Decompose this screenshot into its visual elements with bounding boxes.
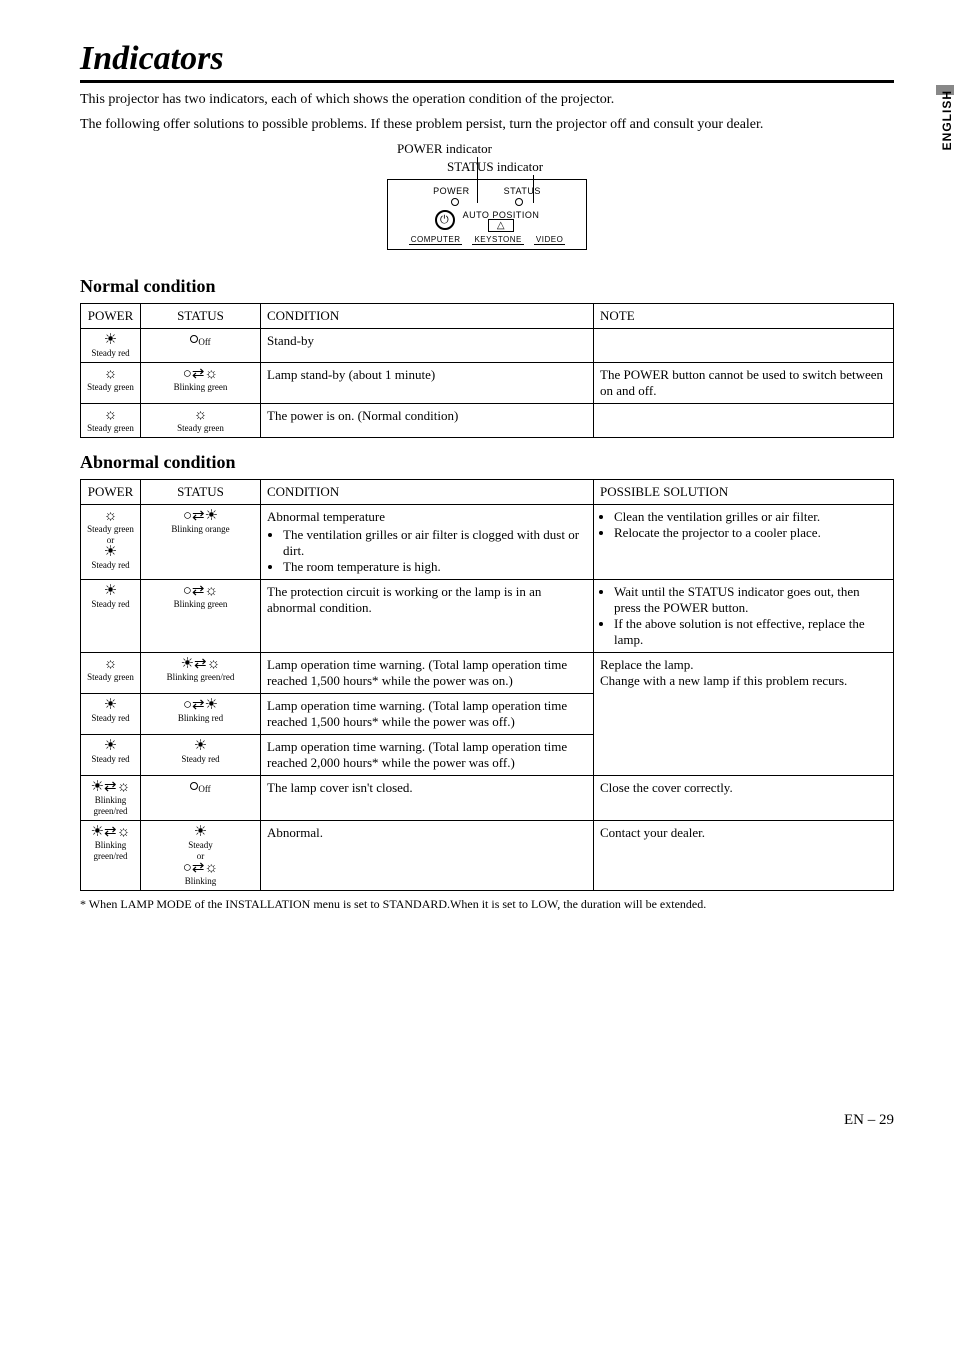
condition-cell: The protection circuit is working or the… xyxy=(261,580,594,653)
intro-line-2: The following offer solutions to possibl… xyxy=(80,116,894,135)
indicator-cell: Off xyxy=(141,776,261,821)
note-cell xyxy=(594,404,894,438)
indicator-cell: ○⇄☼Blinking green xyxy=(141,580,261,653)
condition-cell: Abnormal. xyxy=(261,821,594,891)
condition-cell: Lamp operation time warning. (Total lamp… xyxy=(261,653,594,694)
th-note: NOTE xyxy=(594,303,894,328)
table-row: ☀⇄☼Blinking green/redOffThe lamp cover i… xyxy=(81,776,894,821)
table-row: ☀⇄☼Blinking green/red☀Steadyor○⇄☼Blinkin… xyxy=(81,821,894,891)
note-cell: The POWER button cannot be used to switc… xyxy=(594,363,894,404)
indicator-cell: ○⇄☀Blinking red xyxy=(141,694,261,735)
leader-line-status xyxy=(533,175,534,203)
abnormal-heading: Abnormal condition xyxy=(80,452,894,473)
diagram-status-label: STATUS indicator xyxy=(397,159,637,175)
condition-cell: Abnormal temperatureThe ventilation gril… xyxy=(261,505,594,580)
power-button-icon: ⏻ xyxy=(435,210,455,230)
th-status-ab: STATUS xyxy=(141,480,261,505)
condition-cell: Stand-by xyxy=(261,328,594,362)
panel-triangle: △ xyxy=(488,219,514,232)
control-panel: POWER STATUS ⏻ AUTO POSITION △ COMPUTER … xyxy=(387,179,587,250)
power-led xyxy=(451,198,459,206)
condition-cell: The lamp cover isn't closed. xyxy=(261,776,594,821)
solution-cell: Contact your dealer. xyxy=(594,821,894,891)
indicator-cell: ☼Steady green xyxy=(81,404,141,438)
indicator-cell: ☀Steady red xyxy=(81,328,141,362)
table-row: ☼Steady green☼Steady greenThe power is o… xyxy=(81,404,894,438)
normal-condition-table: POWER STATUS CONDITION NOTE ☀Steady redO… xyxy=(80,303,894,439)
indicator-cell: ☀⇄☼Blinking green/red xyxy=(141,653,261,694)
indicator-cell: ☼Steady greenor☀Steady red xyxy=(81,505,141,580)
abnormal-condition-table: POWER STATUS CONDITION POSSIBLE SOLUTION… xyxy=(80,479,894,891)
th-solution-ab: POSSIBLE SOLUTION xyxy=(594,480,894,505)
solution-cell: Replace the lamp.Change with a new lamp … xyxy=(594,653,894,776)
normal-heading: Normal condition xyxy=(80,276,894,297)
panel-keystone-text: KEYSTONE xyxy=(472,235,523,245)
condition-cell: The power is on. (Normal condition) xyxy=(261,404,594,438)
condition-cell: Lamp operation time warning. (Total lamp… xyxy=(261,694,594,735)
indicator-cell: ☀Steady red xyxy=(81,694,141,735)
status-led xyxy=(515,198,523,206)
panel-video-text: VIDEO xyxy=(534,235,565,245)
th-status: STATUS xyxy=(141,303,261,328)
th-condition-ab: CONDITION xyxy=(261,480,594,505)
th-power: POWER xyxy=(81,303,141,328)
condition-cell: Lamp operation time warning. (Total lamp… xyxy=(261,735,594,776)
page-title: Indicators xyxy=(80,40,894,83)
indicator-cell: ○⇄☀Blinking orange xyxy=(141,505,261,580)
table-row: ☼Steady green○⇄☼Blinking greenLamp stand… xyxy=(81,363,894,404)
condition-cell: Lamp stand-by (about 1 minute) xyxy=(261,363,594,404)
solution-cell: Wait until the STATUS indicator goes out… xyxy=(594,580,894,653)
indicator-cell: ☀Steady red xyxy=(81,735,141,776)
table-row: ☀Steady redOffStand-by xyxy=(81,328,894,362)
indicator-cell: ☀⇄☼Blinking green/red xyxy=(81,821,141,891)
table-row: ☼Steady greenor☀Steady red○⇄☀Blinking or… xyxy=(81,505,894,580)
indicator-cell: ○⇄☼Blinking green xyxy=(141,363,261,404)
diagram-power-label: POWER indicator xyxy=(397,141,637,157)
solution-cell: Clean the ventilation grilles or air fil… xyxy=(594,505,894,580)
solution-cell: Close the cover correctly. xyxy=(594,776,894,821)
indicator-cell: Off xyxy=(141,328,261,362)
page-number: EN – 29 xyxy=(80,1112,894,1129)
indicator-diagram: POWER indicator STATUS indicator POWER S… xyxy=(337,141,637,250)
language-tab: ENGLISH xyxy=(940,90,954,150)
leader-line-power xyxy=(477,157,478,203)
th-power-ab: POWER xyxy=(81,480,141,505)
panel-computer-text: COMPUTER xyxy=(409,235,463,245)
note-cell xyxy=(594,328,894,362)
indicator-cell: ☀Steady red xyxy=(81,580,141,653)
indicator-cell: ☀Steadyor○⇄☼Blinking xyxy=(141,821,261,891)
indicator-cell: ☀⇄☼Blinking green/red xyxy=(81,776,141,821)
panel-status-text: STATUS xyxy=(504,186,541,196)
indicator-cell: ☼Steady green xyxy=(81,653,141,694)
th-condition: CONDITION xyxy=(261,303,594,328)
footnote: * When LAMP MODE of the INSTALLATION men… xyxy=(80,897,894,912)
indicator-cell: ☼Steady green xyxy=(141,404,261,438)
indicator-cell: ☼Steady green xyxy=(81,363,141,404)
indicator-cell: ☀Steady red xyxy=(141,735,261,776)
table-row: ☀Steady red○⇄☼Blinking greenThe protecti… xyxy=(81,580,894,653)
table-row: ☼Steady green☀⇄☼Blinking green/redLamp o… xyxy=(81,653,894,694)
intro-line-1: This projector has two indicators, each … xyxy=(80,91,894,110)
panel-power-text: POWER xyxy=(433,186,470,196)
